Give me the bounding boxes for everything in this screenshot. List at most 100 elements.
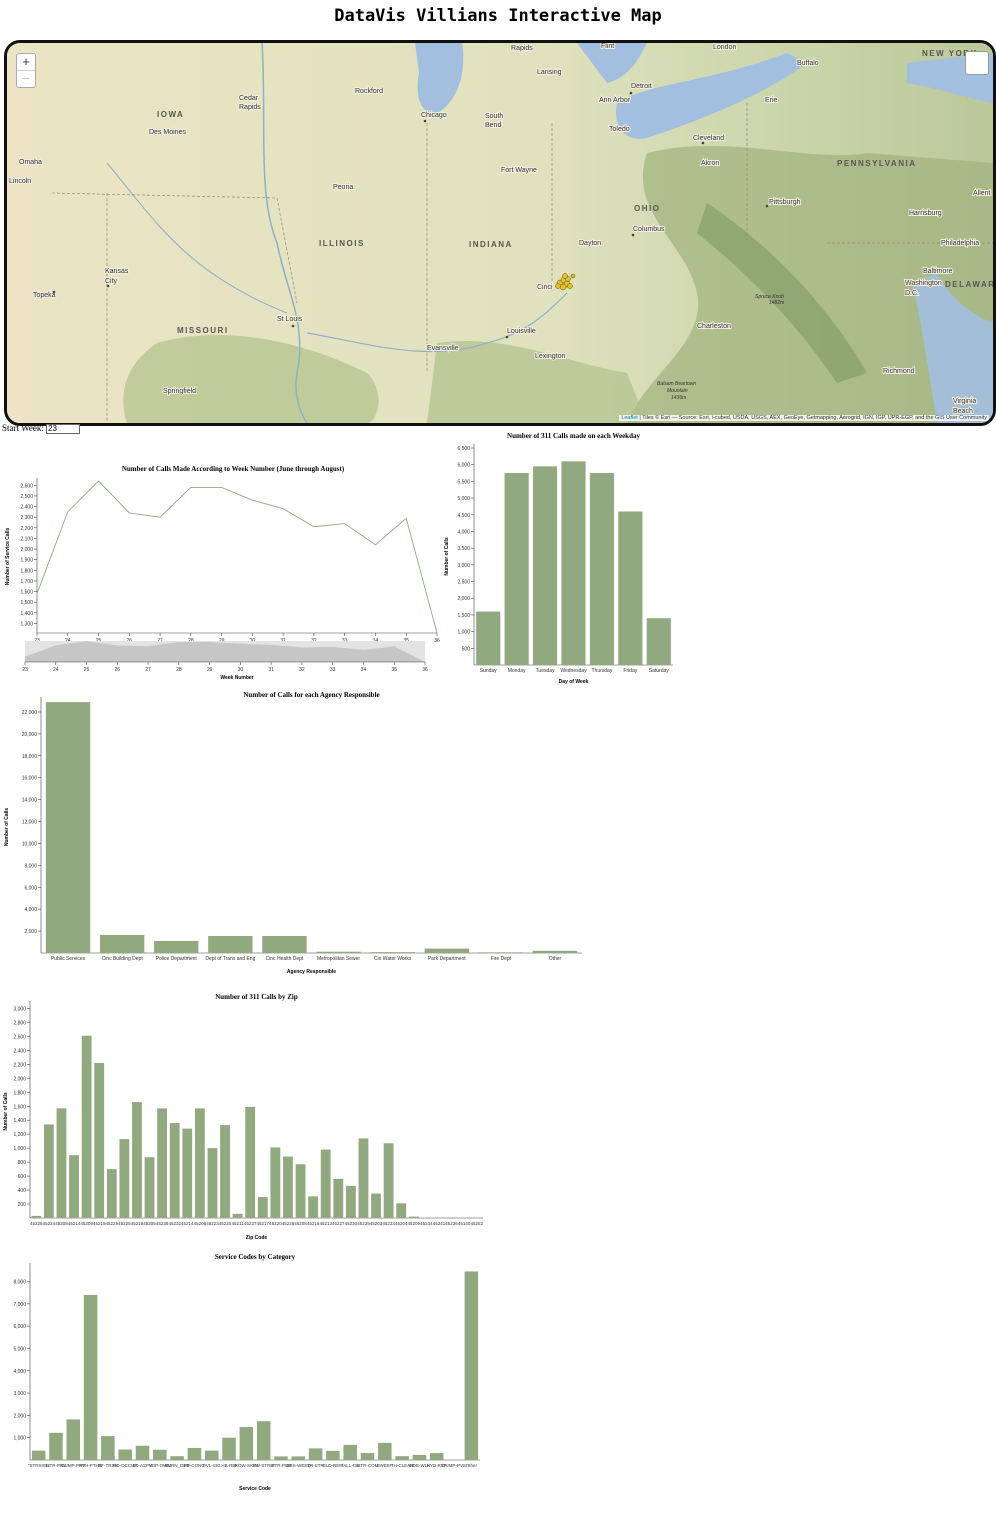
x-tick-label: Wednesday	[560, 668, 587, 674]
brush-tick-label: 36	[422, 667, 428, 673]
x-tick-label: HYD-REP	[427, 1463, 447, 1468]
x-tick-label: "STRSIGN	[28, 1463, 50, 1468]
bar-weekday	[476, 611, 501, 665]
bar-weekday	[589, 473, 615, 665]
bar-zip	[81, 1035, 92, 1218]
y-tick-label: 7,000	[13, 1302, 26, 1308]
bar-service	[153, 1449, 167, 1460]
bar-zip	[220, 1125, 230, 1218]
bar-service	[308, 1448, 323, 1460]
bar-zip	[396, 1203, 407, 1218]
svg-text:Virginia: Virginia	[953, 398, 976, 405]
brush-tick-label: 25	[84, 667, 90, 673]
bar-zip	[383, 1143, 394, 1218]
y-tick-label: 8,000	[13, 1280, 26, 1286]
svg-text:Dayton: Dayton	[579, 240, 601, 247]
fullscreen-button[interactable]	[965, 51, 989, 75]
x-tick-label: 45204	[395, 1221, 408, 1226]
x-tick-label: 45208	[55, 1221, 68, 1226]
svg-text:Columbus: Columbus	[633, 226, 665, 233]
svg-text:Philadelphia: Philadelphia	[941, 240, 979, 247]
svg-text:INDIANA: INDIANA	[469, 240, 513, 249]
x-tick-label: DUMP-PRV	[61, 1463, 85, 1468]
x-tick-label: LITR-PRV	[46, 1463, 66, 1468]
bar-weekday	[504, 473, 529, 665]
y-tick-label: 4,000	[24, 907, 37, 913]
y-tick-label: 4,500	[457, 513, 470, 519]
bar-service	[135, 1445, 150, 1460]
svg-text:Cinci: Cinci	[537, 284, 553, 291]
leaflet-link[interactable]: Leaflet	[621, 415, 638, 421]
zoom-in-button[interactable]: +	[22, 54, 30, 69]
bar-agency	[154, 940, 199, 953]
x-tick-label: Tuesday	[536, 668, 555, 674]
y-tick-label: 1,900	[20, 558, 33, 564]
svg-text:Lincoln: Lincoln	[9, 178, 31, 185]
x-tick-label: 45234	[420, 1221, 433, 1226]
svg-text:Rockford: Rockford	[355, 88, 383, 95]
x-tick-label: 45214	[181, 1221, 194, 1226]
x-tick-label: 45228	[282, 1221, 295, 1226]
zoom-out-button[interactable]: −	[17, 70, 35, 87]
x-tick-label: FP-CONC	[184, 1463, 205, 1468]
weekday-bar-chart: Number of 311 Calls made on each Weekday…	[440, 428, 690, 688]
svg-text:Buffalo: Buffalo	[797, 60, 819, 67]
bar-agency	[262, 936, 307, 953]
bar-service	[378, 1442, 392, 1460]
map-tiles[interactable]: IOWA ILLINOIS INDIANA OHIO MISSOURI PENN…	[7, 43, 993, 423]
y-tick-label: 1,200	[13, 1132, 26, 1138]
bar-service	[395, 1456, 409, 1460]
bar-service	[187, 1447, 202, 1460]
y-tick-label: 2,000	[13, 1076, 26, 1082]
y-tick-label: 2,000	[13, 1413, 26, 1419]
bar-agency	[532, 950, 578, 953]
x-tick-label: 45219	[93, 1221, 106, 1226]
y-tick-label: 3,000	[13, 1391, 26, 1397]
x-tick-label: TALL-GR	[341, 1463, 360, 1468]
y-tick-label: 2,200	[20, 526, 33, 532]
bar-service	[360, 1453, 375, 1460]
y-tick-label: 1,700	[20, 579, 33, 585]
y-tick-label: 6,000	[24, 885, 37, 891]
x-tick-label: Park Department	[428, 956, 466, 962]
bar-zip	[295, 1164, 306, 1218]
svg-text:Evansville: Evansville	[427, 345, 459, 352]
svg-text:London: London	[713, 44, 736, 51]
y-tick-label: 500	[462, 646, 471, 652]
map-attribution: Leaflet | Tiles © Esri — Source: Esri, i…	[619, 415, 989, 421]
y-tick-label: 800	[18, 1160, 27, 1166]
x-tick-label: Thursday	[592, 668, 613, 674]
x-tick-label: Police Department	[156, 956, 198, 962]
y-tick-label: 1,600	[13, 1104, 26, 1110]
svg-text:ILLINOIS: ILLINOIS	[319, 239, 365, 248]
start-week-input[interactable]	[46, 423, 81, 434]
x-tick-label: Saturday	[649, 668, 670, 674]
brush-tick-label: 24	[53, 667, 59, 673]
svg-text:Akron: Akron	[701, 160, 719, 167]
zoom-control: + −	[16, 53, 36, 88]
map-view[interactable]: IOWA ILLINOIS INDIANA OHIO MISSOURI PENN…	[4, 40, 996, 426]
brush-tick-label: 26	[115, 667, 121, 673]
y-tick-label: 1,400	[20, 611, 33, 617]
week-chart-svg[interactable]: Number of Calls Made According to Week N…	[0, 460, 445, 685]
chart-title: Number of Calls for each Agency Responsi…	[243, 691, 379, 699]
y-tick-label: 2,000	[24, 929, 37, 935]
bar-service	[222, 1437, 236, 1460]
bar-zip	[257, 1197, 268, 1218]
x-tick-label: 45223	[206, 1221, 219, 1226]
y-tick-label: 10,000	[22, 841, 38, 847]
x-axis-label: Zip Code	[246, 1235, 268, 1241]
bar-zip	[31, 1215, 42, 1218]
svg-text:Des Moines: Des Moines	[149, 129, 186, 136]
x-tick-label: 45226	[30, 1221, 43, 1226]
x-tick-label: Monday	[508, 668, 526, 674]
svg-text:Omaha: Omaha	[19, 159, 42, 166]
svg-text:PENNSYLVANIA: PENNSYLVANIA	[837, 159, 917, 168]
weekday-chart-svg: Number of 311 Calls made on each Weekday…	[444, 432, 673, 685]
svg-text:Rapids: Rapids	[239, 104, 261, 111]
x-tick-label: 45209	[408, 1221, 421, 1226]
y-tick-label: 6,500	[457, 446, 470, 452]
y-tick-label: 6,000	[13, 1324, 26, 1330]
bar-zip	[144, 1157, 155, 1218]
x-tick-label: 45217	[257, 1221, 270, 1226]
